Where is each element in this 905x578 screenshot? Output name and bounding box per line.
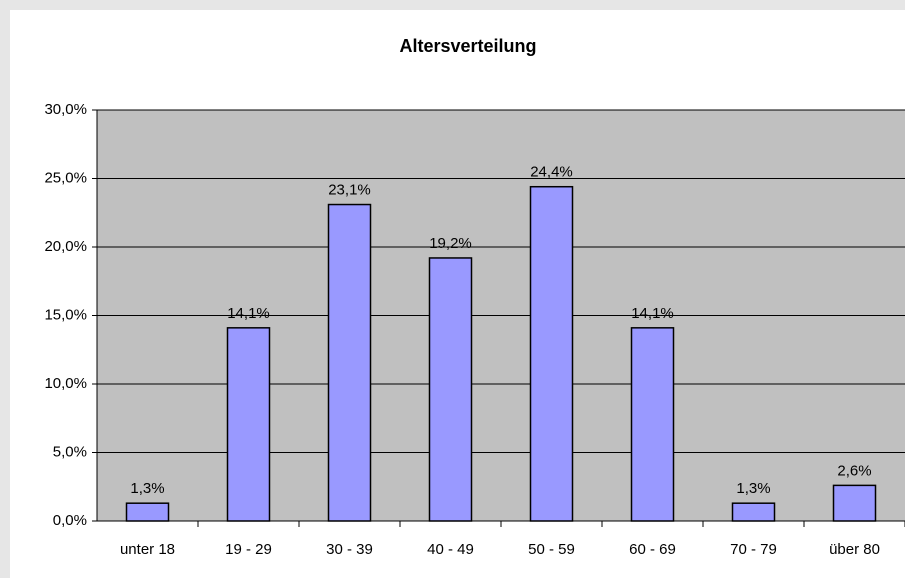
- x-tick-label: 40 - 49: [427, 541, 474, 558]
- value-label: 14,1%: [227, 305, 270, 322]
- x-tick-label: 30 - 39: [326, 541, 373, 558]
- value-label: 1,3%: [736, 480, 770, 497]
- y-tick-label: 20,0%: [44, 238, 87, 255]
- y-tick-label: 25,0%: [44, 169, 87, 186]
- bar: [428, 257, 473, 522]
- x-tick-label: 19 - 29: [225, 541, 272, 558]
- value-label: 23,1%: [328, 181, 371, 198]
- bar: [125, 502, 170, 522]
- y-tick-label: 10,0%: [44, 375, 87, 392]
- y-tick-label: 15,0%: [44, 306, 87, 323]
- y-tick-label: 5,0%: [53, 443, 87, 460]
- value-label: 1,3%: [130, 480, 164, 497]
- bar: [832, 484, 877, 522]
- x-tick-label: 70 - 79: [730, 541, 777, 558]
- bar: [226, 327, 271, 522]
- bar: [731, 502, 776, 522]
- bar: [630, 327, 675, 522]
- x-tick-label: unter 18: [120, 541, 175, 558]
- chart-title: Altersverteilung: [399, 36, 536, 56]
- y-tick-label: 0,0%: [53, 512, 87, 529]
- x-tick-label: über 80: [829, 541, 880, 558]
- value-label: 2,6%: [837, 462, 871, 479]
- bar: [327, 203, 372, 522]
- value-label: 14,1%: [631, 305, 674, 322]
- bar: [529, 185, 574, 522]
- x-tick-label: 50 - 59: [528, 541, 575, 558]
- x-tick-label: 60 - 69: [629, 541, 676, 558]
- value-label: 24,4%: [530, 164, 573, 181]
- y-tick-label: 30,0%: [44, 101, 87, 118]
- value-label: 19,2%: [429, 235, 472, 252]
